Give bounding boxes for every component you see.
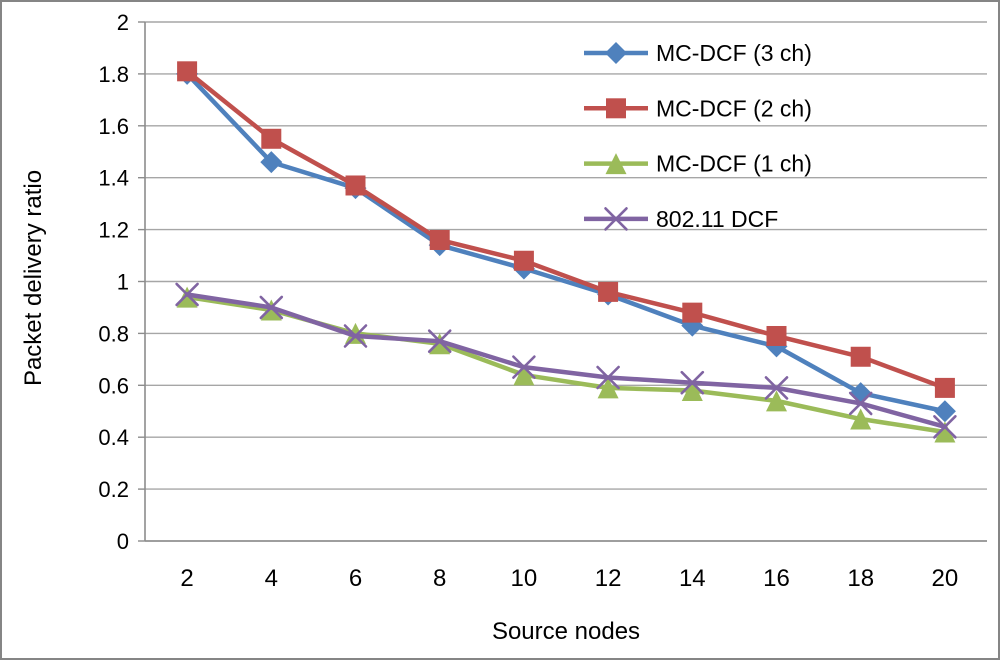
legend-marker-mc-dcf-3-ch [605,42,627,64]
legend-marker-mc-dcf-2-ch [606,98,626,119]
series-marker-mc-dcf-3-ch [933,400,956,423]
series-marker-802-11-dcf [259,295,284,320]
series-marker-802-11-dcf [596,365,620,390]
series-marker-802-11-dcf [680,370,705,395]
series-marker-mc-dcf-2-ch [766,325,787,346]
y-tick-label: 1.8 [98,62,129,87]
series-marker-mc-dcf-2-ch [261,128,282,149]
y-tick-label: 0.4 [98,425,129,450]
x-tick-label: 16 [763,565,790,592]
legend-marker-mc-dcf-1-ch [605,153,627,175]
series-marker-mc-dcf-1-ch [260,299,282,321]
legend-label-mc-dcf-2-ch: MC-DCF (2 ch) [656,95,812,121]
series-marker-mc-dcf-2-ch [598,281,619,302]
series-line-802-11-dcf [184,292,948,430]
y-tick-label: 2 [117,10,129,35]
series-marker-802-11-dcf [512,355,536,379]
x-tick-label: 2 [180,565,193,592]
series-marker-mc-dcf-1-ch [345,322,366,344]
series-marker-mc-dcf-1-ch [429,333,451,355]
series-marker-mc-dcf-2-ch [850,346,871,367]
series-line-mc-dcf-2-ch [184,69,948,391]
series-marker-802-11-dcf [764,376,789,400]
x-tick-label: 8 [433,565,446,592]
series-marker-mc-dcf-1-ch [766,390,787,412]
series-marker-mc-dcf-1-ch [681,379,703,401]
series-marker-802-11-dcf [175,282,199,307]
series-marker-mc-dcf-2-ch [177,61,198,82]
y-tick-label: 1.6 [98,114,129,139]
series-marker-802-11-dcf [427,329,452,353]
series-marker-mc-dcf-3-ch [260,151,283,174]
x-tick-label: 12 [595,565,622,592]
series-marker-mc-dcf-2-ch [429,229,450,250]
x-axis-title: Source nodes [491,618,641,645]
x-tick-label: 10 [511,565,538,592]
legend-label-mc-dcf-3-ch: MC-DCF (3 ch) [656,40,812,66]
y-tick-label: 0 [117,529,129,554]
series-marker-mc-dcf-1-ch [176,286,198,308]
legend-label-802-11-dcf: 802.11 DCF [656,206,778,232]
series-marker-802-11-dcf [933,415,957,439]
series-marker-mc-dcf-2-ch [682,302,703,323]
series-marker-802-11-dcf [343,324,368,348]
y-tick-label: 1.2 [98,218,129,243]
series-marker-mc-dcf-1-ch [513,364,535,386]
series-line-mc-dcf-3-ch [184,71,948,414]
series-marker-802-11-dcf [848,391,873,416]
x-tick-label: 14 [679,565,706,592]
series-marker-mc-dcf-2-ch [345,175,366,196]
series-marker-mc-dcf-1-ch [850,408,872,430]
x-tick-label: 6 [349,565,362,592]
y-tick-label: 1 [117,270,129,295]
legend-label-mc-dcf-1-ch: MC-DCF (1 ch) [656,151,812,177]
y-tick-label: 1.4 [98,166,129,191]
series-marker-mc-dcf-2-ch [934,377,955,398]
y-tick-label: 0.8 [98,321,129,346]
legend-marker-802-11-dcf [604,207,628,231]
series-marker-mc-dcf-1-ch [934,421,956,443]
series-marker-mc-dcf-1-ch [597,377,619,399]
x-tick-label: 18 [847,565,874,592]
y-tick-label: 0.2 [98,477,129,502]
x-tick-label: 4 [265,565,278,592]
y-tick-label: 0.6 [98,373,129,398]
series-marker-mc-dcf-2-ch [513,250,534,271]
x-tick-label: 20 [932,565,959,592]
